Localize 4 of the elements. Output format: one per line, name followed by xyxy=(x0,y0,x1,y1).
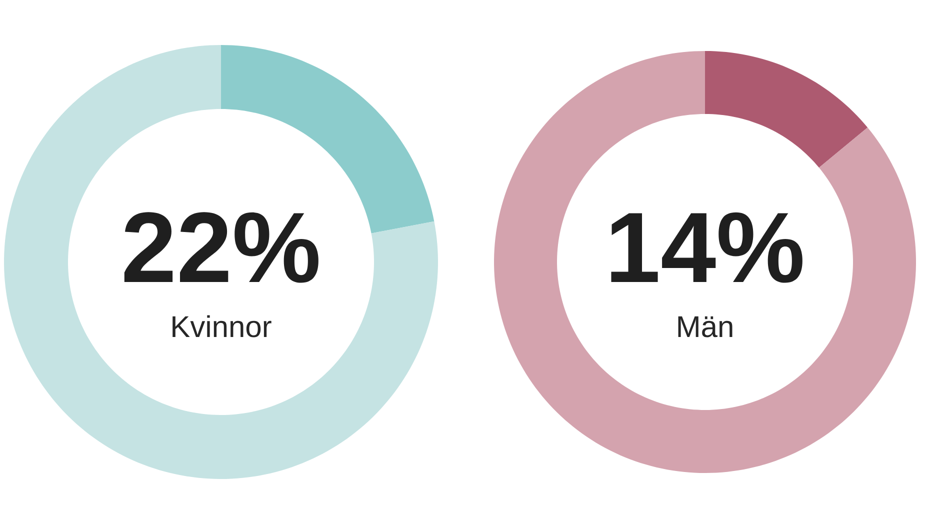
text: Kvinnor xyxy=(172,315,272,338)
data-label: 22% xyxy=(124,212,318,283)
text: Män xyxy=(678,316,732,338)
data-label: 14% xyxy=(611,212,802,283)
